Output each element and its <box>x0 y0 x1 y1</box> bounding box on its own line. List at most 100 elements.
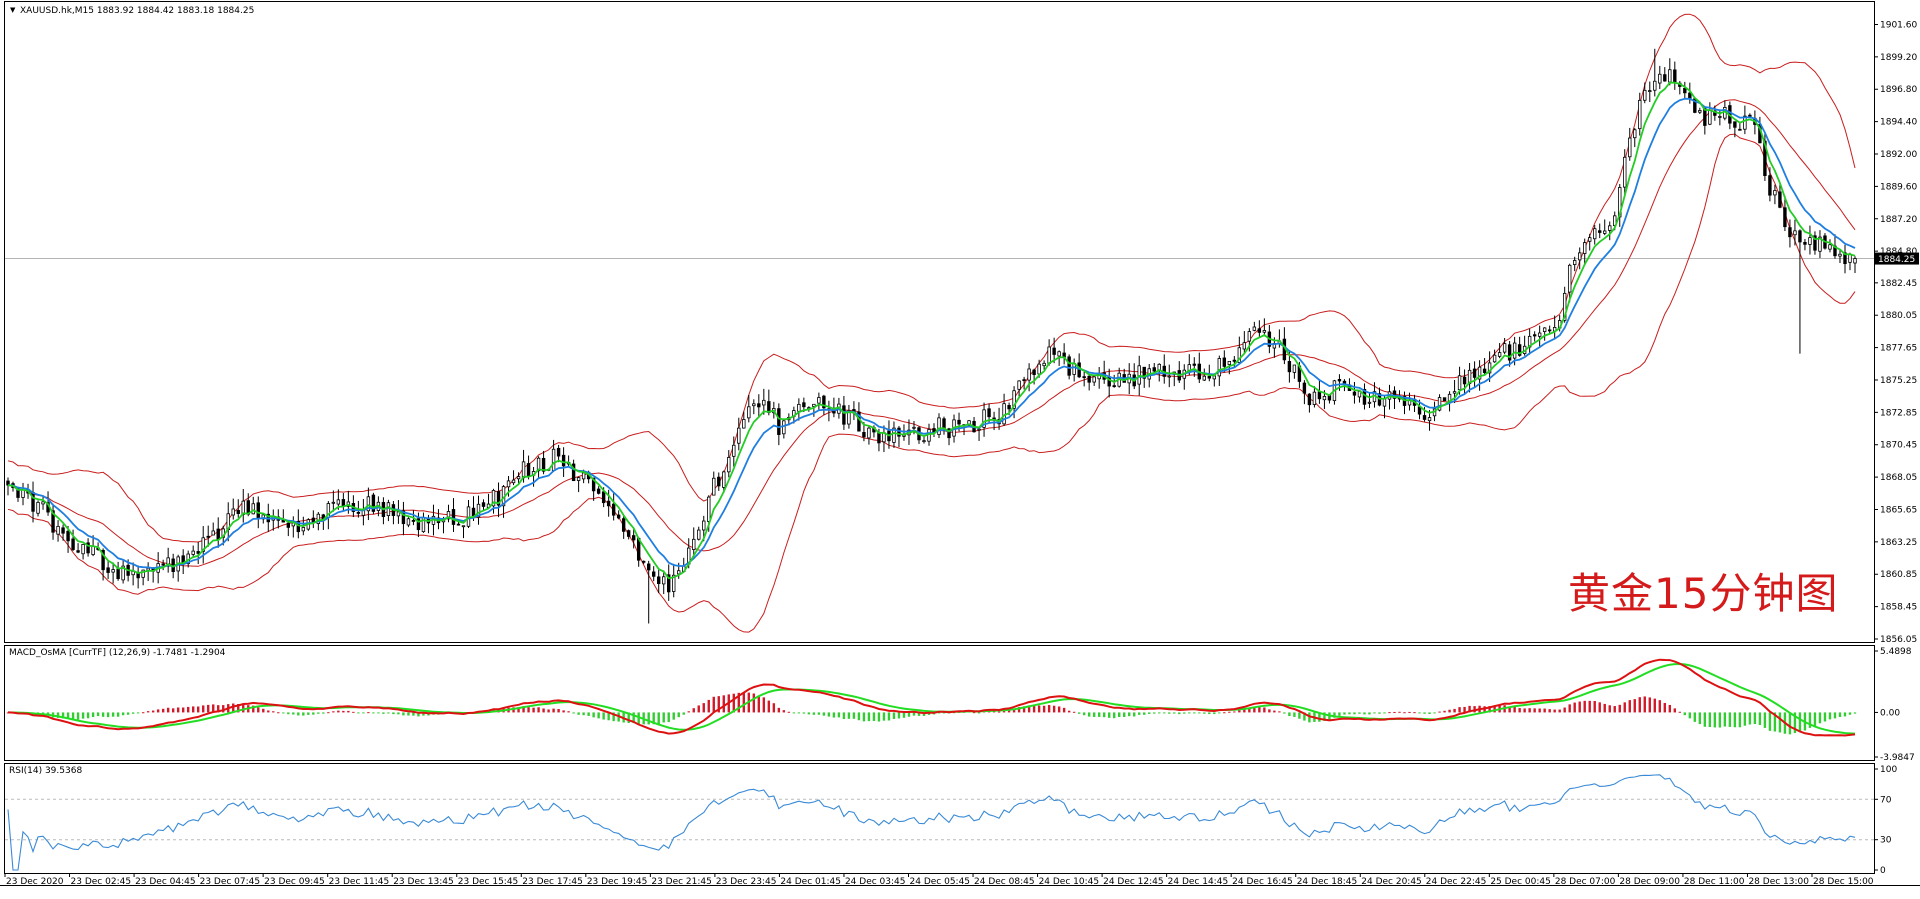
rsi-y-tick-label: 0 <box>1880 866 1886 876</box>
macd-histogram-bar <box>722 695 725 713</box>
macd-histogram-bar <box>1118 712 1121 718</box>
macd-histogram-bar <box>1082 712 1086 716</box>
candle-body <box>1778 191 1782 208</box>
macd-histogram-bar <box>352 711 355 713</box>
macd-histogram-bar <box>1027 705 1031 713</box>
macd-histogram-bar <box>1052 705 1056 713</box>
candle-body <box>81 544 85 555</box>
macd-histogram-bar <box>1097 712 1101 717</box>
x-tick-label: 28 Dec 13:00 <box>1748 877 1809 887</box>
candle-body <box>757 403 761 408</box>
y-tick-label: 1875.25 <box>1880 376 1917 386</box>
macd-histogram-bar <box>852 712 856 719</box>
candle-body <box>511 479 516 484</box>
macd-histogram-bar <box>587 712 590 716</box>
macd-histogram-bar <box>302 712 305 716</box>
macd-histogram-bar <box>1718 712 1722 728</box>
candle-body <box>1047 346 1051 364</box>
y-tick-label: 1877.65 <box>1880 344 1917 354</box>
macd-histogram-bar <box>1698 712 1702 725</box>
macd-histogram-bar <box>257 707 260 713</box>
candle-body <box>386 502 391 517</box>
macd-histogram-bar <box>1508 706 1511 713</box>
candle-body <box>1477 366 1482 380</box>
macd-histogram-bar <box>972 712 976 714</box>
macd-histogram-bar <box>1373 712 1376 714</box>
macd-histogram-bar <box>552 708 555 713</box>
candle-body <box>1603 230 1607 234</box>
x-tick-label: 24 Dec 20:45 <box>1361 877 1422 887</box>
candle-body <box>747 406 751 419</box>
macd-histogram-bar <box>1037 705 1041 713</box>
macd-histogram-bar <box>1693 712 1697 722</box>
macd-histogram-bar <box>1583 700 1586 713</box>
macd-histogram-bar <box>1513 706 1516 713</box>
candle-body <box>1668 69 1672 83</box>
candle-body <box>1788 227 1792 238</box>
current-price-label: 1884.25 <box>1878 255 1915 265</box>
candle-body <box>817 397 821 404</box>
x-tick-label: 24 Dec 01:45 <box>780 877 841 887</box>
candle-body <box>1317 391 1322 400</box>
macd-histogram-bar <box>347 710 350 713</box>
chart-menu-icon: ▼ <box>10 6 16 14</box>
candle-body <box>231 508 235 516</box>
candle-body <box>737 427 741 444</box>
macd-histogram-bar <box>1568 704 1571 713</box>
candle-body <box>1427 417 1432 422</box>
macd-histogram-bar <box>1138 712 1141 715</box>
candle-body <box>371 494 376 512</box>
candle-body <box>1663 74 1667 82</box>
y-tick-label: 1894.40 <box>1880 118 1917 128</box>
candle-body <box>606 500 611 507</box>
macd-histogram-bar <box>1523 708 1526 713</box>
candle-body <box>902 434 906 437</box>
macd-histogram-bar <box>572 712 575 714</box>
macd-histogram-bar <box>262 708 265 713</box>
candle-body <box>1803 241 1807 245</box>
macd-histogram-bar <box>1388 712 1391 714</box>
candle-body <box>1648 90 1652 92</box>
macd-histogram-bar <box>1308 712 1311 723</box>
candle-body <box>1057 351 1061 357</box>
y-tick-label: 1901.60 <box>1880 20 1917 30</box>
y-tick-label: 1887.20 <box>1880 215 1917 225</box>
candle-body <box>1768 175 1772 196</box>
candle-body <box>1688 92 1692 100</box>
candle-body <box>1307 393 1312 406</box>
candle-body <box>1167 375 1171 378</box>
candle-body <box>897 427 901 437</box>
macd-histogram-bar <box>1628 700 1631 713</box>
macd-histogram-bar <box>897 712 901 719</box>
candle-body <box>822 395 826 409</box>
macd-histogram-bar <box>1593 701 1596 713</box>
candle-body <box>1683 87 1687 94</box>
macd-histogram-bar <box>1763 712 1767 728</box>
rsi-y-tick-label: 70 <box>1880 795 1892 805</box>
macd-histogram-bar <box>156 709 160 713</box>
candle-body <box>1763 140 1767 176</box>
x-tick-label: 24 Dec 22:45 <box>1426 877 1487 887</box>
macd-histogram-bar <box>702 703 705 713</box>
macd-histogram-bar <box>797 712 801 714</box>
macd-histogram-bar <box>1348 712 1351 715</box>
macd-histogram-bar <box>1613 706 1616 713</box>
candle-body <box>1673 69 1677 84</box>
candle-body <box>331 501 336 504</box>
candle-body <box>667 574 671 593</box>
candle-body <box>1843 252 1847 265</box>
x-tick-label: 23 Dec 13:45 <box>393 877 454 887</box>
macd-histogram-bar <box>307 712 310 715</box>
macd-histogram-bar <box>86 712 90 719</box>
macd-histogram-bar <box>151 710 155 713</box>
macd-histogram-bar <box>1248 707 1251 713</box>
x-tick-label: 24 Dec 14:45 <box>1168 877 1229 887</box>
macd-histogram-bar <box>1128 712 1131 717</box>
macd-histogram-bar <box>1493 705 1496 713</box>
candle-body <box>1022 379 1026 382</box>
macd-histogram-bar <box>1778 712 1782 733</box>
macd-histogram-bar <box>1448 709 1451 713</box>
macd-histogram-bar <box>1758 712 1762 725</box>
macd-histogram-bar <box>752 693 756 713</box>
